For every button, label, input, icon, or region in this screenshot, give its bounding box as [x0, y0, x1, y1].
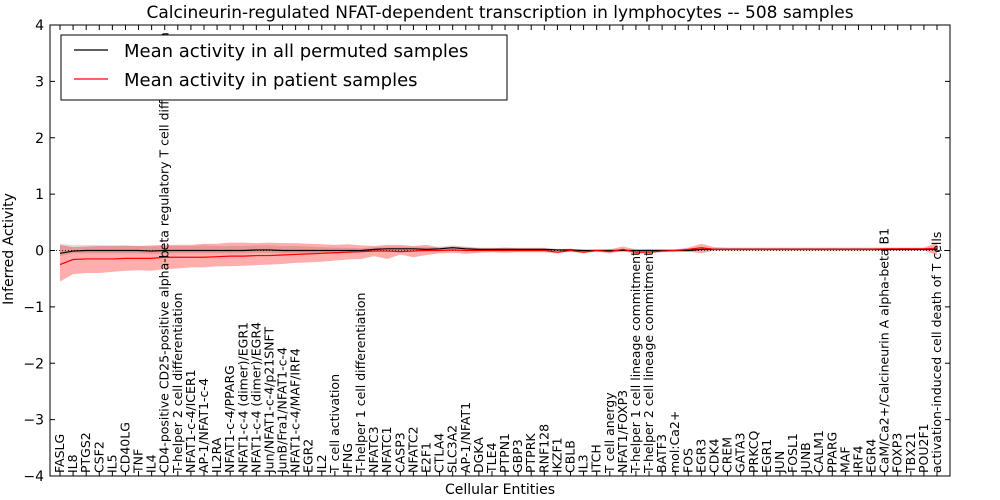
x-axis-label: Cellular Entities — [445, 482, 555, 498]
x-tick-label: Jun/NFAT1-c-4/p21SNFT — [261, 327, 276, 474]
x-tick-label: TNF — [131, 449, 146, 474]
x-tick-label: EGR4 — [864, 439, 879, 473]
legend: Mean activity in all permuted samples Me… — [60, 34, 508, 101]
x-tick-label: EGR3 — [693, 439, 708, 473]
x-tick-label: NFATC1 — [379, 426, 394, 473]
x-tick-label: CBLB — [562, 440, 577, 473]
y-tick-label: 1 — [35, 187, 44, 203]
y-axis-label: Inferred Activity — [1, 193, 17, 305]
x-tick-label: CaM/Ca2+/Calcineurin A alpha-beta B1 — [877, 228, 892, 473]
x-tick-label: TLE4 — [484, 443, 499, 474]
x-tick-label: AP-1/NFAT1-c-4 — [196, 378, 211, 473]
x-axis: FASLGIL8PTGS2CSF2IL5CD40LGTNFIL4CD4-posi… — [52, 25, 944, 476]
y-tick-label: 2 — [35, 131, 44, 147]
x-tick-label: IL2 — [314, 454, 329, 473]
x-tick-label: T-helper 2 cell differentiation — [170, 293, 185, 474]
x-tick-label: T-helper 1 cell differentiation — [353, 293, 368, 474]
band-patient — [60, 242, 937, 282]
y-tick-label: 3 — [35, 74, 44, 90]
y-axis: −4 −3 −2 −1 0 1 2 3 4 — [23, 18, 950, 485]
x-tick-label: NFAT1-c-4/PPARG — [222, 365, 237, 473]
x-tick-label: T-helper 2 cell lineage commitment — [641, 251, 656, 474]
x-tick-label: JunB/Fra1/NFAT1-c-4 — [275, 347, 290, 474]
x-tick-label: IL8 — [65, 454, 80, 473]
y-tick-label: −3 — [23, 413, 44, 429]
x-tick-label: FASLG — [52, 434, 67, 473]
x-tick-label: TBX21 — [903, 432, 918, 474]
x-tick-label: FOXP3 — [890, 433, 905, 473]
x-tick-label: NFAT1-c-4/ICER1 — [183, 369, 198, 473]
y-tick-label: −1 — [23, 300, 44, 316]
x-tick-label: PTPN1 — [497, 433, 512, 473]
x-tick-label: CD40LG — [117, 422, 132, 473]
chart-title: Calcineurin-regulated NFAT-dependent tra… — [146, 3, 853, 23]
x-tick-label: T cell activation — [327, 374, 342, 474]
x-tick-label: DGKA — [471, 437, 486, 473]
confidence-bands — [60, 242, 937, 282]
x-tick-label: CTLA4 — [432, 433, 447, 473]
x-tick-label: GATA3 — [733, 433, 748, 473]
x-tick-label: CREM — [720, 437, 735, 473]
x-tick-label: MAF — [837, 446, 852, 473]
x-tick-label: EGR1 — [759, 439, 774, 473]
x-tick-label: NFAT1-c-4 (dimer)/EGR1 — [235, 322, 250, 473]
x-tick-label: CDK4 — [706, 438, 721, 473]
x-tick-label: IL4 — [144, 454, 159, 473]
legend-label-patient: Mean activity in patient samples — [124, 70, 418, 91]
x-tick-label: CD4-positive CD25-positive alpha-beta re… — [157, 32, 172, 473]
x-tick-label: JUN — [772, 451, 787, 474]
x-tick-label: RNF128 — [536, 424, 551, 473]
x-tick-label: PTPRK — [523, 433, 538, 473]
x-tick-label: AP-1/NFAT1 — [458, 402, 473, 473]
x-tick-label: SLC3A2 — [445, 425, 460, 473]
x-tick-label: POU2F1 — [916, 423, 931, 473]
x-tick-label: CSF2 — [91, 441, 106, 473]
x-tick-label: CALM1 — [811, 430, 826, 473]
x-tick-label: T cell anergy — [602, 392, 617, 474]
x-tick-label: NFAT1-c-4 (dimer)/EGR4 — [248, 322, 263, 473]
x-tick-label: NFATC3 — [366, 426, 381, 473]
x-tick-label: NFAT1/FOXP3 — [615, 390, 630, 473]
x-tick-label: JUNB — [798, 442, 813, 474]
legend-box — [60, 34, 508, 101]
x-tick-label: IL5 — [104, 454, 119, 473]
x-tick-label: ITCH — [589, 444, 604, 473]
legend-label-permuted: Mean activity in all permuted samples — [124, 41, 468, 62]
x-tick-label: T-helper 1 cell lineage commitment — [628, 251, 643, 474]
x-tick-label: IRF4 — [850, 445, 865, 473]
x-tick-label: BATF3 — [654, 434, 669, 473]
x-tick-label: FOSL1 — [785, 433, 800, 473]
x-tick-label: PRKCQ — [746, 431, 761, 473]
x-tick-label: IKZF1 — [549, 437, 564, 473]
x-tick-label: activation-induced cell death of T cells — [929, 232, 944, 473]
x-tick-label: NFAT1-c-4/MAF/IRF4 — [288, 348, 303, 473]
series-lines — [59, 247, 938, 266]
x-tick-label: IL3 — [576, 454, 591, 473]
x-tick-label: IFNG — [340, 443, 355, 473]
x-tick-label: GBP3 — [510, 439, 525, 473]
y-tick-label: −4 — [23, 469, 44, 485]
y-tick-label: 0 — [35, 244, 44, 260]
x-tick-label: NFATC2 — [405, 426, 420, 473]
y-tick-label: −2 — [23, 356, 44, 372]
y-tick-label: 4 — [35, 18, 44, 34]
x-tick-label: FOS — [680, 448, 695, 473]
x-tick-label: CASP3 — [392, 432, 407, 473]
x-tick-label: E2F1 — [419, 442, 434, 473]
x-tick-label: IL2RA — [209, 437, 224, 473]
x-tick-label: mol:Ca2+ — [667, 411, 682, 473]
x-tick-label: EGR2 — [301, 439, 316, 473]
x-tick-label: PPARG — [824, 432, 839, 473]
x-tick-label: PTGS2 — [78, 432, 93, 473]
line-patient — [59, 247, 938, 266]
